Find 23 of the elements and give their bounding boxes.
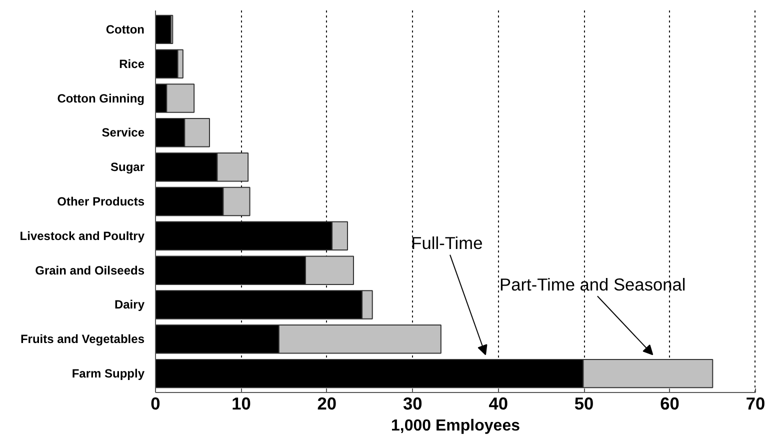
y-tick-label: Farm Supply: [72, 366, 145, 381]
y-tick-label: Livestock and Poultry: [20, 228, 145, 243]
x-tick-label: 30: [403, 394, 422, 414]
y-tick-label: Service: [102, 126, 145, 140]
x-tick-label: 70: [746, 394, 766, 414]
y-tick-label: Rice: [119, 56, 145, 71]
y-tick-label: Cotton Ginning: [57, 91, 145, 106]
text: Part-Time and Seasonal: [500, 274, 686, 294]
x-tick-label: 60: [660, 394, 680, 414]
bar: [156, 14, 172, 44]
y-tick-label: Grain and Oilseeds: [35, 263, 145, 278]
x-tick-label: 10: [232, 394, 251, 414]
y-tick-label: Fruits and Vegetables: [20, 332, 145, 346]
text: Full-Time: [411, 233, 483, 254]
y-tick-label: Dairy: [114, 298, 145, 312]
x-tick-label: 20: [317, 394, 337, 414]
y-tick-label: Other Products: [57, 194, 145, 208]
x-axis-title: 1,000 Employees: [391, 418, 520, 434]
x-tick-label: 50: [574, 394, 594, 414]
y-tick-label: Sugar: [110, 160, 145, 174]
x-tick-label: 40: [488, 394, 508, 414]
x-tick-label: 0: [150, 394, 160, 414]
y-tick-label: Cotton: [106, 22, 145, 36]
